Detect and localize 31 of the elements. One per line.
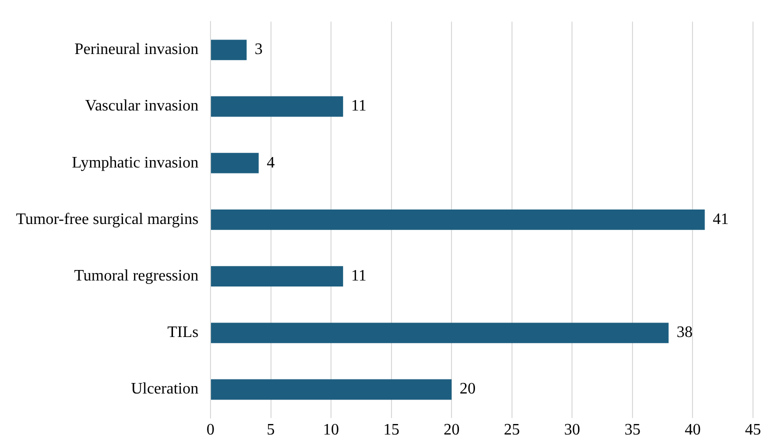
bar — [210, 322, 669, 344]
data-label: 38 — [676, 324, 693, 342]
x-tick-label: 0 — [206, 422, 214, 439]
bar — [210, 266, 344, 286]
x-tick-label: 35 — [624, 422, 640, 439]
x-tick-label: 40 — [684, 422, 701, 439]
data-label: 41 — [712, 210, 729, 228]
y-tick-label: Tumoral regression — [74, 268, 198, 285]
data-label: 20 — [460, 380, 476, 398]
data-label: 11 — [351, 98, 366, 115]
bar — [210, 379, 452, 400]
x-tick-label: 20 — [444, 422, 460, 439]
x-tick-label: 45 — [745, 422, 761, 439]
x-tick-label: 30 — [564, 422, 580, 439]
y-tick-label: TILs — [167, 324, 198, 342]
bar — [210, 210, 705, 230]
y-tick-label: Tumor-free surgical margins — [16, 210, 198, 228]
y-tick-label: Vascular invasion — [85, 98, 198, 115]
y-tick-label: Ulceration — [130, 380, 198, 398]
y-tick-label: Lymphatic invasion — [72, 154, 198, 172]
bar — [210, 152, 259, 174]
x-tick-label: 25 — [504, 422, 520, 439]
data-label: 11 — [351, 268, 366, 285]
bar — [210, 96, 344, 117]
y-tick-label: Perineural invasion — [74, 41, 198, 58]
bar — [210, 40, 247, 60]
x-tick-label: 15 — [383, 422, 400, 439]
x-tick-label: 10 — [323, 422, 340, 439]
data-label: 3 — [254, 41, 263, 58]
data-label: 4 — [266, 154, 275, 172]
x-tick-label: 5 — [266, 422, 275, 439]
